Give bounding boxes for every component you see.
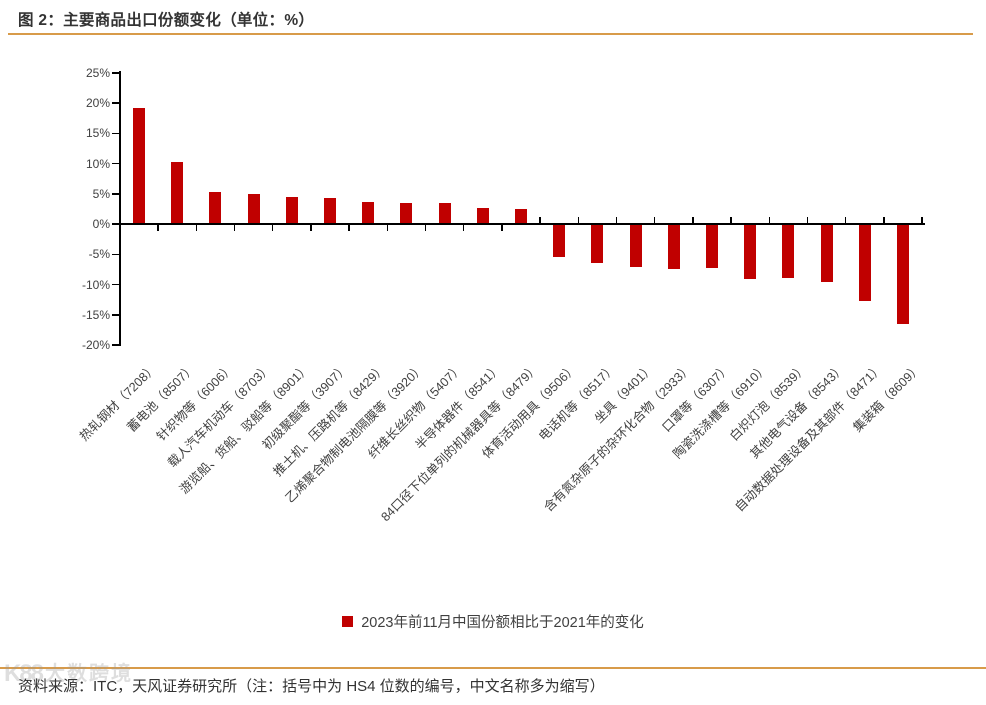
x-tick: [883, 217, 885, 223]
watermark-logo: K88: [4, 660, 44, 687]
category-label: 蓄电池（8507）: [124, 361, 199, 435]
x-tick: [692, 217, 694, 223]
y-tick: [112, 314, 120, 316]
x-tick: [806, 217, 809, 223]
x-tick: [539, 217, 541, 223]
bar-21: [897, 224, 909, 324]
bar-7: [362, 202, 375, 224]
y-tick-label: -10%: [81, 277, 110, 292]
x-tick: [271, 225, 274, 231]
x-tick: [348, 225, 350, 231]
y-tick: [112, 102, 120, 104]
y-tick-label: -20%: [81, 338, 110, 352]
x-tick: [501, 225, 503, 231]
x-tick: [157, 225, 159, 231]
y-axis: [118, 71, 121, 346]
bar-8: [400, 202, 413, 224]
bar-11: [515, 209, 527, 224]
x-tick: [844, 217, 847, 223]
x-tick: [653, 217, 656, 223]
source-note: 资料来源：ITC，天风证券研究所（注：括号中为 HS4 位数的编号，中文名称多为…: [18, 678, 605, 695]
x-tick: [615, 217, 618, 223]
bar-17: [744, 224, 757, 280]
y-tick: [112, 283, 120, 286]
y-tick: [112, 193, 120, 195]
x-tick: [577, 217, 580, 223]
y-tick-label: -15%: [81, 307, 110, 322]
bar-18: [782, 224, 795, 279]
y-tick: [112, 253, 120, 255]
y-tick: [112, 132, 120, 134]
chart-legend: 2023年前11月中国份额相比于2021年的变化: [0, 611, 986, 632]
y-tick-label: 5%: [92, 186, 110, 201]
x-tick: [921, 217, 923, 223]
y-tick: [112, 162, 120, 165]
bar-5: [285, 197, 298, 224]
x-axis: [118, 223, 925, 225]
x-tick: [386, 225, 389, 231]
x-tick: [462, 225, 465, 231]
category-label: 集装箱（8609）: [850, 361, 924, 435]
y-tick-label: 0%: [92, 217, 110, 231]
y-tick: [112, 223, 120, 225]
bar-4: [247, 194, 260, 224]
x-tick: [730, 217, 732, 223]
bar-10: [476, 207, 489, 224]
x-tick: [424, 225, 427, 231]
title-divider: [8, 33, 973, 35]
export-share-bar-chart: 25% 20% 15% 10% 5% 0% -5% -10% -15% -20% 热轧钢材（7208…: [77, 65, 925, 524]
x-tick: [310, 225, 312, 231]
y-tick-label: 20%: [85, 96, 110, 110]
bar-12: [553, 224, 566, 258]
x-tick: [195, 225, 198, 231]
bar-13: [591, 224, 604, 263]
bar-2: [171, 162, 184, 224]
y-tick-label: 25%: [85, 65, 110, 80]
footer-divider: [0, 667, 986, 669]
y-tick-label: 15%: [85, 126, 110, 141]
y-tick-label: -5%: [88, 247, 110, 262]
y-tick: [112, 72, 120, 74]
bar-14: [629, 224, 642, 267]
y-tick-label: 10%: [85, 156, 110, 171]
bar-3: [209, 191, 222, 224]
category-label: 乙烯聚合物制电池隔膜等（3920）: [282, 361, 428, 506]
y-tick: [112, 344, 120, 346]
bar-1: [133, 107, 145, 224]
x-tick: [768, 217, 771, 223]
bar-19: [820, 224, 833, 283]
figure-title: 图 2：主要商品出口份额变化（单位：%）: [18, 12, 315, 29]
x-tick: [233, 225, 236, 231]
legend-label: 2023年前11月中国份额相比于2021年的变化: [361, 615, 644, 631]
bar-20: [858, 224, 871, 301]
bar-15: [667, 224, 680, 269]
category-label: 口罩等（6307）: [659, 361, 733, 435]
legend-swatch: [342, 616, 354, 627]
bar-9: [438, 203, 451, 224]
watermark: K88 大数跨境: [4, 662, 133, 686]
watermark-text: 大数跨境: [45, 663, 134, 685]
bar-16: [706, 224, 718, 269]
bar-6: [324, 197, 336, 224]
